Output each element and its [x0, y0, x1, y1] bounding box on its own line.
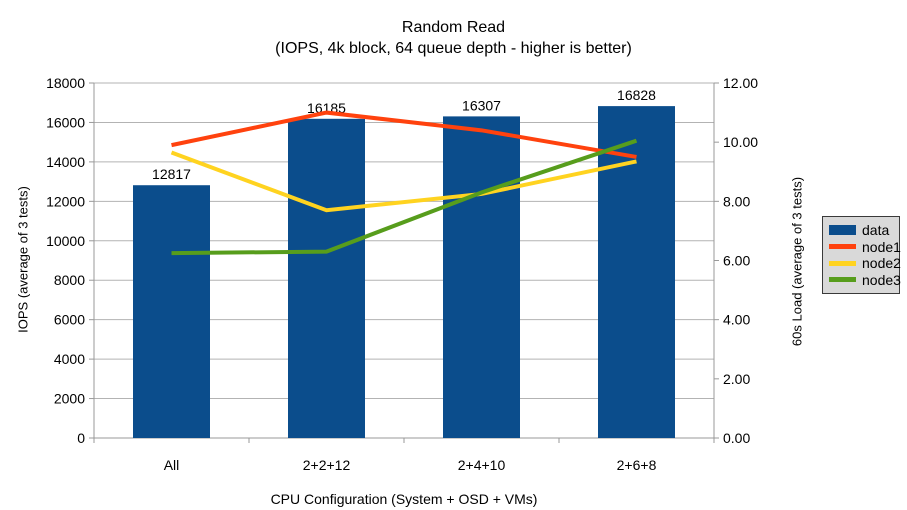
- chart-title: Random Read: [401, 19, 506, 36]
- legend-swatch-node1-icon: [829, 244, 856, 250]
- bar: [133, 185, 210, 438]
- svg-text:2000: 2000: [54, 391, 85, 407]
- y-axis-title-right: 60s Load (average of 3 tests): [789, 176, 805, 347]
- line-series-node3: [171, 138, 638, 256]
- legend: data node1 node2 node3: [822, 216, 901, 294]
- legend-swatch-node2-icon: [829, 260, 856, 266]
- svg-text:16307: 16307: [462, 97, 501, 113]
- legend-label: node1: [862, 238, 901, 255]
- svg-text:18000: 18000: [46, 75, 85, 91]
- legend-item: node2: [829, 256, 901, 270]
- svg-text:10000: 10000: [46, 233, 85, 249]
- svg-text:0: 0: [77, 430, 85, 446]
- legend-label: node3: [862, 271, 901, 288]
- y-axis-title-left: IOPS (average of 3 tests): [15, 186, 31, 333]
- legend-label: node2: [862, 255, 901, 272]
- line-series-node1: [171, 110, 637, 159]
- chart-subtitle: (IOPS, 4k block, 64 queue depth - higher…: [275, 40, 632, 57]
- svg-text:All: All: [164, 457, 180, 473]
- svg-text:2+2+12: 2+2+12: [303, 457, 351, 473]
- svg-text:2+6+8: 2+6+8: [617, 457, 657, 473]
- svg-text:0.00: 0.00: [723, 430, 750, 446]
- legend-item: node1: [829, 240, 901, 254]
- svg-text:12000: 12000: [46, 193, 85, 209]
- bar: [288, 118, 365, 438]
- svg-text:4000: 4000: [54, 351, 85, 367]
- legend-item: data: [829, 223, 893, 237]
- svg-text:2+4+10: 2+4+10: [458, 457, 506, 473]
- svg-text:14000: 14000: [46, 154, 85, 170]
- svg-text:6.00: 6.00: [723, 253, 750, 269]
- legend-label: data: [862, 222, 890, 239]
- x-axis-ticks: [93, 438, 715, 443]
- svg-text:16828: 16828: [617, 87, 656, 103]
- x-axis-title: CPU Configuration (System + OSD + VMs): [270, 491, 538, 507]
- line-series-node2: [170, 150, 637, 213]
- svg-text:8.00: 8.00: [723, 193, 750, 209]
- svg-text:12817: 12817: [152, 166, 191, 182]
- bar: [443, 116, 520, 439]
- y-axis-left-ticks: 0 2000 4000 6000 8000 10000 12000 14000 16000 180…: [46, 75, 94, 446]
- x-axis-category-labels: All 2+2+12 2+4+10 2+6+8: [164, 457, 657, 473]
- legend-swatch-node3-icon: [829, 277, 856, 283]
- legend-item: node3: [829, 273, 901, 287]
- svg-text:12.00: 12.00: [723, 75, 758, 91]
- svg-text:10.00: 10.00: [723, 134, 758, 150]
- y-axis-right-ticks: 0.00 2.00 4.00 6.00 8.00 10.00 12.00: [714, 75, 758, 446]
- svg-text:6000: 6000: [54, 312, 85, 328]
- svg-text:2.00: 2.00: [723, 371, 750, 387]
- svg-text:8000: 8000: [54, 272, 85, 288]
- svg-text:4.00: 4.00: [723, 312, 750, 328]
- svg-text:16000: 16000: [46, 114, 85, 130]
- chart-title-block: Random Read (IOPS, 4k block, 64 queue de…: [0, 17, 907, 59]
- legend-swatch-data-icon: [829, 225, 856, 236]
